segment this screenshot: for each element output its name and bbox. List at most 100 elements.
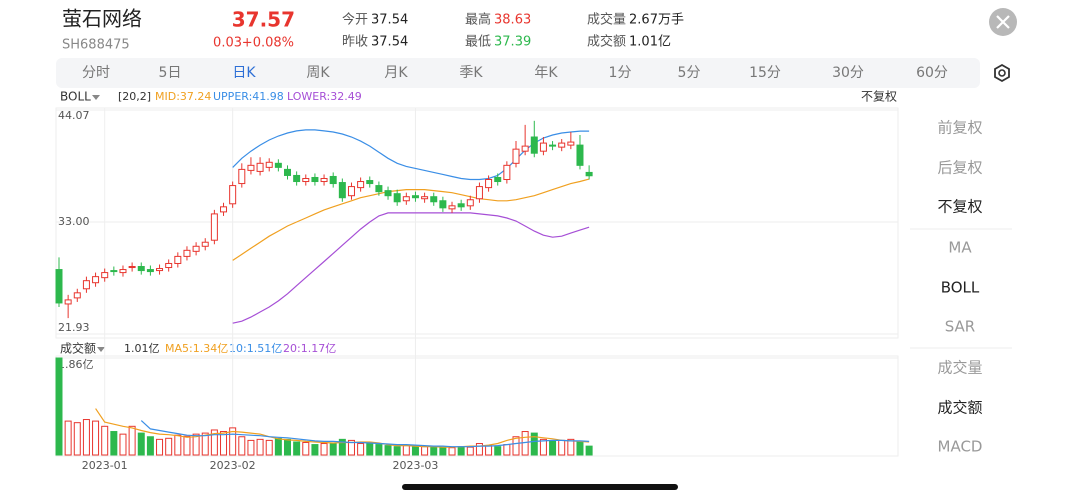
- volume-bar: [503, 444, 511, 456]
- candle-body: [539, 142, 547, 152]
- volume-bar: [585, 445, 593, 456]
- tab[interactable]: 年K: [534, 65, 558, 81]
- side-menu-item[interactable]: BOLL: [941, 279, 980, 297]
- tab[interactable]: 5分: [678, 65, 701, 81]
- volume-bar: [229, 427, 237, 456]
- side-menu-item[interactable]: 后复权: [937, 159, 982, 177]
- candle-body: [311, 176, 319, 183]
- side-menu-item[interactable]: MA: [948, 239, 972, 257]
- volume-title[interactable]: 成交额: [60, 341, 96, 356]
- stat-value: 37.54: [371, 35, 408, 50]
- change-pct: +0.08%: [242, 36, 294, 51]
- side-menu-item[interactable]: 成交量: [937, 359, 982, 377]
- candle-body: [503, 164, 511, 181]
- boll-legend: MID:37.24: [155, 90, 211, 103]
- tab[interactable]: 日K: [232, 65, 256, 81]
- indicator-name[interactable]: BOLL: [60, 90, 91, 104]
- tab[interactable]: 月K: [384, 65, 408, 81]
- candle-body: [558, 142, 566, 148]
- volume-bar: [539, 438, 547, 456]
- volume-bar: [457, 446, 465, 456]
- side-menu-item[interactable]: 前复权: [937, 119, 982, 137]
- volume-ma-line: [140, 420, 590, 448]
- tab[interactable]: 15分: [749, 65, 781, 81]
- stat-value: 1.01亿: [629, 35, 671, 50]
- side-menu-item[interactable]: 不复权: [937, 198, 982, 216]
- candle-body: [284, 168, 291, 176]
- tab[interactable]: 60分: [916, 65, 948, 81]
- candle-body: [357, 181, 365, 189]
- candle-body: [494, 176, 502, 183]
- change: 0.03: [213, 36, 242, 51]
- candle-body: [128, 266, 136, 269]
- candle-body: [549, 144, 557, 147]
- candle-body: [229, 185, 237, 205]
- candle-body: [457, 203, 465, 208]
- volume-bar: [201, 432, 209, 456]
- price: 37.57: [232, 8, 295, 32]
- volume-bar: [530, 432, 538, 456]
- dropdown-arrow: [97, 347, 105, 352]
- tab[interactable]: 5日: [159, 65, 182, 81]
- boll-legend: UPPER:41.98: [213, 90, 284, 103]
- y-tick-label: 33.00: [58, 215, 90, 228]
- candle-body: [220, 206, 228, 213]
- tab[interactable]: 周K: [306, 65, 330, 81]
- candle-body: [165, 262, 173, 269]
- indicator-params: [20,2]: [118, 90, 151, 103]
- volume-bar: [375, 444, 383, 456]
- volume-bar: [421, 446, 429, 456]
- candle-body: [393, 193, 401, 203]
- candle-body: [274, 162, 282, 168]
- candle-body: [448, 205, 456, 210]
- side-menu-item[interactable]: 成交额: [937, 399, 982, 417]
- volume-bar: [119, 433, 127, 456]
- side-menu-item[interactable]: MACD: [938, 438, 983, 456]
- stat-value: 2.67万手: [629, 13, 684, 28]
- candle-body: [119, 269, 127, 274]
- candle-body: [302, 177, 310, 183]
- volume-bar: [128, 425, 136, 456]
- candle-body: [338, 182, 346, 199]
- settings-icon[interactable]: [994, 63, 1010, 83]
- volume-bar: [576, 441, 584, 456]
- volume-bar: [174, 434, 182, 456]
- volume-bar: [64, 420, 72, 456]
- volume-bar: [366, 441, 374, 456]
- candle-body: [73, 292, 81, 299]
- volume-bar: [430, 446, 438, 456]
- candle-body: [55, 269, 63, 304]
- tab[interactable]: 季K: [459, 65, 483, 81]
- y-tick-label: 44.07: [58, 109, 90, 122]
- volume-bar: [558, 439, 566, 456]
- tab[interactable]: 分时: [82, 65, 110, 81]
- candle-body: [247, 164, 255, 171]
- stat-value: 37.39: [494, 35, 531, 50]
- volume-bar: [338, 438, 346, 456]
- volume-legend: 20:1.17亿: [283, 342, 336, 355]
- volume-bar: [439, 447, 447, 456]
- volume-bar: [384, 445, 392, 456]
- candle-body: [402, 196, 410, 202]
- candle-body: [192, 245, 200, 252]
- tab[interactable]: 30分: [832, 65, 864, 81]
- candle-body: [265, 161, 273, 168]
- volume-bar: [210, 429, 218, 456]
- stat-value: 38.63: [494, 13, 531, 28]
- candle-body: [366, 180, 374, 185]
- candle-body: [210, 213, 218, 241]
- candle-body: [137, 266, 145, 272]
- volume-bar: [485, 445, 493, 456]
- volume-bar: [55, 357, 63, 456]
- side-menu-item[interactable]: SAR: [945, 318, 975, 336]
- tab[interactable]: 1分: [609, 65, 632, 81]
- adjust-label: 不复权: [861, 90, 897, 104]
- candle-body: [101, 272, 109, 279]
- volume-legend: 10:1.51亿: [229, 342, 282, 355]
- boll-line: [232, 212, 590, 324]
- volume-bar: [247, 439, 255, 456]
- volume-bar: [284, 438, 291, 456]
- volume-current: 1.01亿: [124, 342, 160, 355]
- candle-body: [485, 179, 493, 189]
- candle-body: [384, 190, 392, 197]
